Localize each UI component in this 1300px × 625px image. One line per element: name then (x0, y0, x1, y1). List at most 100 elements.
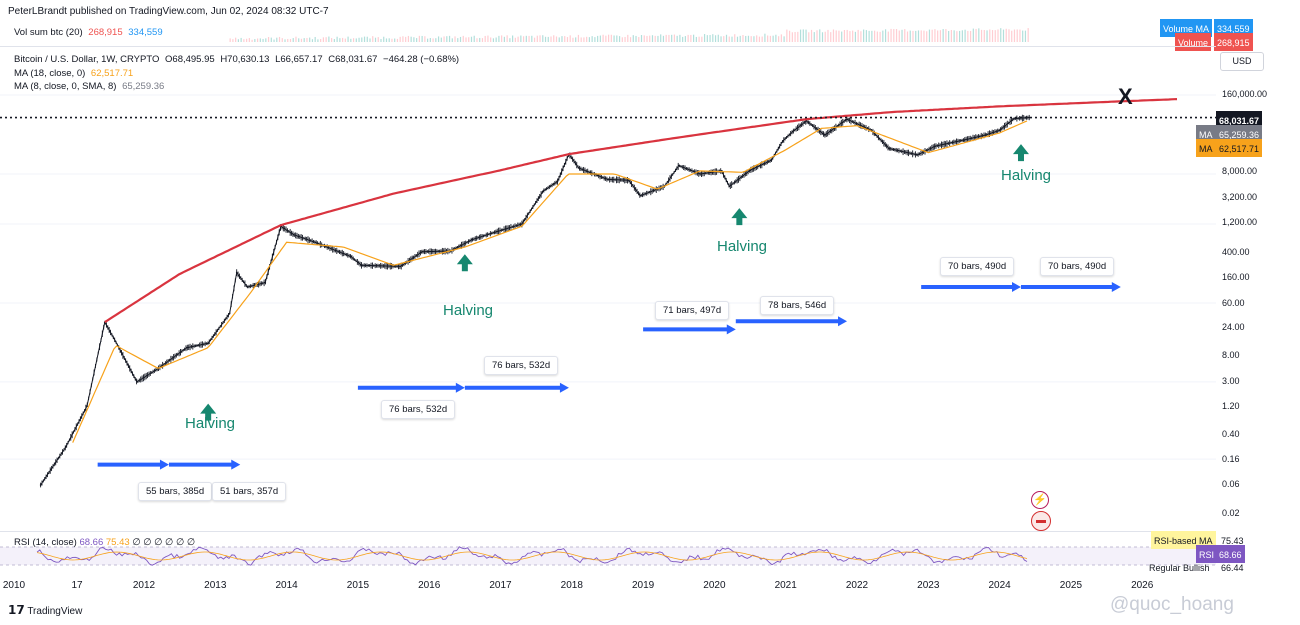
volume-bar (682, 36, 684, 42)
volume-bar (331, 38, 333, 42)
volume-tag-value: 268,915 (1214, 33, 1253, 51)
volume-bar (756, 35, 758, 42)
x-tick-label: 2015 (346, 580, 370, 591)
volume-bar (898, 30, 900, 42)
volume-bar (660, 34, 662, 42)
price-point (39, 484, 42, 486)
volume-bar (714, 35, 717, 42)
volume-bar (339, 38, 341, 42)
volume-bar (643, 35, 645, 42)
x-mark: X (1118, 84, 1133, 109)
volume-bar (591, 36, 593, 42)
volume-bar (808, 32, 810, 42)
volume-bar (410, 36, 412, 42)
volume-bar (687, 34, 689, 42)
pane-divider-volume (0, 46, 1216, 47)
volume-bar (369, 38, 371, 42)
publisher-header: PeterLBrandt published on TradingView.co… (8, 6, 329, 17)
price-point (984, 134, 987, 136)
y-tick-label: 0.02 (1222, 508, 1240, 518)
symbol-label[interactable]: Bitcoin / U.S. Dollar, 1W, CRYPTO (14, 54, 160, 65)
last-price-tag: 68,031.67 (1216, 111, 1263, 129)
volume-bar (1000, 28, 1002, 42)
y-tick-label: 8,000.00 (1222, 166, 1258, 176)
low-value: L66,657.17 (275, 54, 323, 65)
volume-bar (928, 29, 931, 42)
us-flag-event-icon[interactable]: ▬ (1031, 511, 1051, 531)
volume-bar (347, 36, 349, 42)
volume-bars (229, 28, 1029, 42)
volume-bar (931, 29, 933, 42)
volume-bar (917, 30, 920, 42)
volume-bar (394, 38, 396, 42)
volume-bar (267, 37, 270, 42)
volume-bar (942, 29, 944, 42)
high-value: H70,630.13 (220, 54, 270, 65)
rsi-legend[interactable]: RSI (14, close) 68.66 75.43 ∅ ∅ ∅ ∅ ∅ ∅ (14, 537, 195, 548)
volume-bar (849, 31, 851, 42)
volume-bar (432, 38, 434, 42)
volume-bar (761, 36, 763, 42)
volume-bar (838, 30, 840, 42)
volume-bar (512, 35, 514, 42)
volume-bar (544, 36, 547, 42)
volume-bar (528, 35, 530, 42)
ma8-legend[interactable]: MA (8, close, 0, SMA, 8) 65,259.36 (14, 81, 164, 92)
volume-bar (385, 38, 388, 42)
volume-bar (972, 28, 974, 42)
volume-bar (262, 38, 264, 42)
volume-bar (657, 35, 659, 42)
volume-bar (306, 37, 308, 42)
y-tick-label: 160.00 (1222, 272, 1250, 282)
volume-bar (572, 37, 574, 42)
currency-button[interactable]: USD (1220, 52, 1264, 71)
volume-bar (569, 35, 571, 42)
volume-bar (462, 35, 464, 42)
volume-bar (961, 30, 963, 42)
volume-bar (289, 39, 292, 42)
volume-bar (405, 36, 407, 42)
volume-bar (698, 36, 700, 42)
x-tick-label: 2013 (204, 580, 227, 591)
change-value: −464.28 (−0.68%) (383, 54, 460, 65)
volume-bar (939, 30, 942, 42)
x-tick-label: 2024 (988, 580, 1011, 591)
volume-bar (509, 38, 511, 42)
ma18-legend-label: MA (18, close, 0) (14, 68, 86, 79)
regular-bullish-tag-value: 66.44 (1221, 563, 1244, 573)
volume-bar (594, 37, 596, 42)
volume-bar (969, 30, 972, 42)
lightning-event-icon[interactable]: ⚡ (1031, 491, 1049, 509)
volume-bar (613, 35, 615, 42)
volume-bar (457, 38, 459, 42)
y-tick-label: 8.00 (1222, 350, 1240, 360)
volume-bar (300, 38, 303, 42)
volume-bar (391, 38, 393, 42)
price-point (207, 342, 209, 345)
volume-bar (640, 35, 643, 42)
tradingview-logo[interactable]: 𝟭𝟳 TradingView (8, 603, 82, 617)
volume-bar (561, 36, 563, 42)
volume-bar (860, 31, 862, 42)
price-point (639, 194, 642, 197)
volume-bar (816, 30, 818, 42)
ma18-tag-value: 62,517.71 (1216, 139, 1263, 157)
price-point (792, 130, 794, 133)
rsi-legend-value: 68.66 (79, 537, 104, 548)
x-tick-label: 2017 (489, 580, 512, 591)
volume-bar (668, 34, 670, 42)
y-tick-label: 1.20 (1222, 401, 1240, 411)
ma18-legend-value: 62,517.71 (90, 68, 134, 79)
rsi-tag-value: 68.66 (1216, 545, 1245, 563)
volume-bar (665, 34, 667, 42)
volume-bar (890, 28, 892, 42)
ma18-legend[interactable]: MA (18, close, 0) 62,517.71 (14, 68, 133, 79)
price-point (846, 118, 848, 120)
ma8-tag-label: MA (1196, 125, 1216, 143)
volume-bar (566, 37, 569, 42)
duration-arrow-head (1011, 281, 1021, 292)
price-point (782, 140, 784, 142)
price-point (292, 233, 295, 236)
price-point (677, 164, 680, 167)
